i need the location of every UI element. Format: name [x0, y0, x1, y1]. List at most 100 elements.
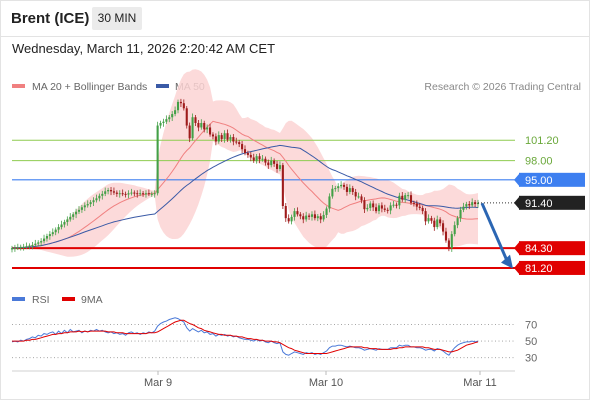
level-tag-pointer — [514, 172, 520, 187]
candle-body — [130, 192, 133, 194]
candle-body — [246, 153, 249, 155]
candle-body — [377, 205, 381, 212]
candle-body — [28, 245, 31, 247]
candle-body — [16, 247, 19, 249]
legend-label-rsi-ma: 9MA — [81, 294, 103, 306]
candle-body — [284, 206, 287, 219]
timeframe-badge[interactable]: 30 MIN — [92, 7, 142, 30]
candle-body — [66, 219, 69, 222]
candle-body — [369, 203, 372, 208]
candle-body — [156, 125, 159, 194]
candle-body — [34, 243, 37, 245]
candle-body — [142, 193, 145, 195]
candle-body — [296, 211, 299, 215]
candle-body — [153, 193, 156, 195]
candle-body — [310, 214, 314, 217]
candle-body — [147, 193, 150, 195]
candle-body — [404, 195, 407, 200]
level-label-95.00: 95.00 — [525, 175, 553, 187]
candle-body — [264, 158, 267, 163]
candle-body — [430, 218, 433, 221]
candle-body — [200, 122, 203, 128]
candle-body — [380, 205, 383, 209]
candle-body — [165, 119, 168, 122]
candle-body — [342, 184, 346, 187]
candle-body — [468, 204, 471, 206]
candle-body — [305, 215, 308, 220]
candle-body — [462, 206, 465, 210]
legend-swatch-ma50 — [156, 84, 169, 88]
candle-body — [133, 192, 136, 194]
candle-body — [42, 238, 46, 242]
legend-swatch-ma20 — [12, 84, 25, 88]
candle-body — [223, 133, 226, 139]
candle-body — [191, 117, 194, 139]
candle-body — [444, 231, 448, 241]
candle-body — [13, 247, 16, 249]
candle-body — [179, 101, 182, 104]
candle-body — [104, 191, 107, 194]
candle-body — [395, 204, 398, 206]
candle-body — [459, 209, 462, 219]
candle-body — [60, 224, 63, 228]
candle-body — [293, 211, 296, 217]
bollinger-band — [12, 69, 478, 257]
level-tag-pointer — [514, 241, 520, 256]
candle-body — [159, 122, 162, 126]
candle-body — [421, 207, 424, 212]
candle-body — [241, 144, 244, 150]
candle-body — [340, 184, 343, 187]
candle-body — [63, 221, 66, 225]
candle-body — [328, 196, 331, 209]
candle-body — [281, 165, 284, 207]
candle-body — [211, 134, 215, 137]
candle-body — [176, 101, 180, 111]
candle-body — [22, 246, 25, 248]
rsi-legend: RSI 9MA — [12, 294, 103, 306]
candle-body — [19, 246, 22, 248]
level-tag-pointer — [514, 260, 520, 275]
candle-body — [249, 154, 252, 158]
candle-body — [433, 220, 436, 228]
candle-body — [273, 160, 276, 164]
candle-body — [31, 244, 34, 246]
rsi-tick-label: 30 — [525, 353, 537, 365]
candle-body — [243, 149, 247, 154]
candle-body — [351, 188, 354, 192]
candle-body — [83, 205, 86, 208]
candle-body — [278, 165, 281, 169]
candle-body — [188, 125, 191, 139]
candle-body — [255, 156, 258, 161]
candle-body — [302, 216, 305, 220]
candle-body — [57, 227, 60, 230]
candle-body — [360, 196, 363, 201]
candle-body — [168, 117, 171, 120]
candle-body — [54, 229, 57, 233]
candle-body — [139, 193, 142, 195]
candle-body — [424, 211, 427, 222]
candle-body — [72, 214, 75, 217]
x-tick-label: Mar 9 — [144, 377, 172, 389]
rsi-line — [11, 317, 479, 356]
candle-body — [334, 188, 337, 190]
rsi-tick-label: 50 — [525, 336, 537, 348]
legend-swatch-rsi-ma — [62, 297, 75, 301]
candle-body — [389, 205, 392, 211]
candle-body — [171, 114, 174, 118]
candle-body — [308, 215, 311, 217]
level-label-101.20: 101.20 — [525, 135, 559, 147]
candle-body — [267, 162, 270, 166]
candle-body — [10, 248, 14, 250]
candle-body — [316, 216, 319, 219]
candle-body — [89, 202, 92, 205]
candle-body — [415, 203, 418, 207]
candle-body — [357, 196, 360, 198]
candle-body — [407, 195, 410, 197]
instrument-title: Brent (ICE) — [11, 10, 90, 27]
candle-body — [366, 207, 369, 210]
legend-swatch-rsi — [12, 297, 25, 301]
candle-body — [325, 208, 328, 215]
candle-body — [270, 160, 273, 166]
candle-body — [450, 234, 453, 249]
